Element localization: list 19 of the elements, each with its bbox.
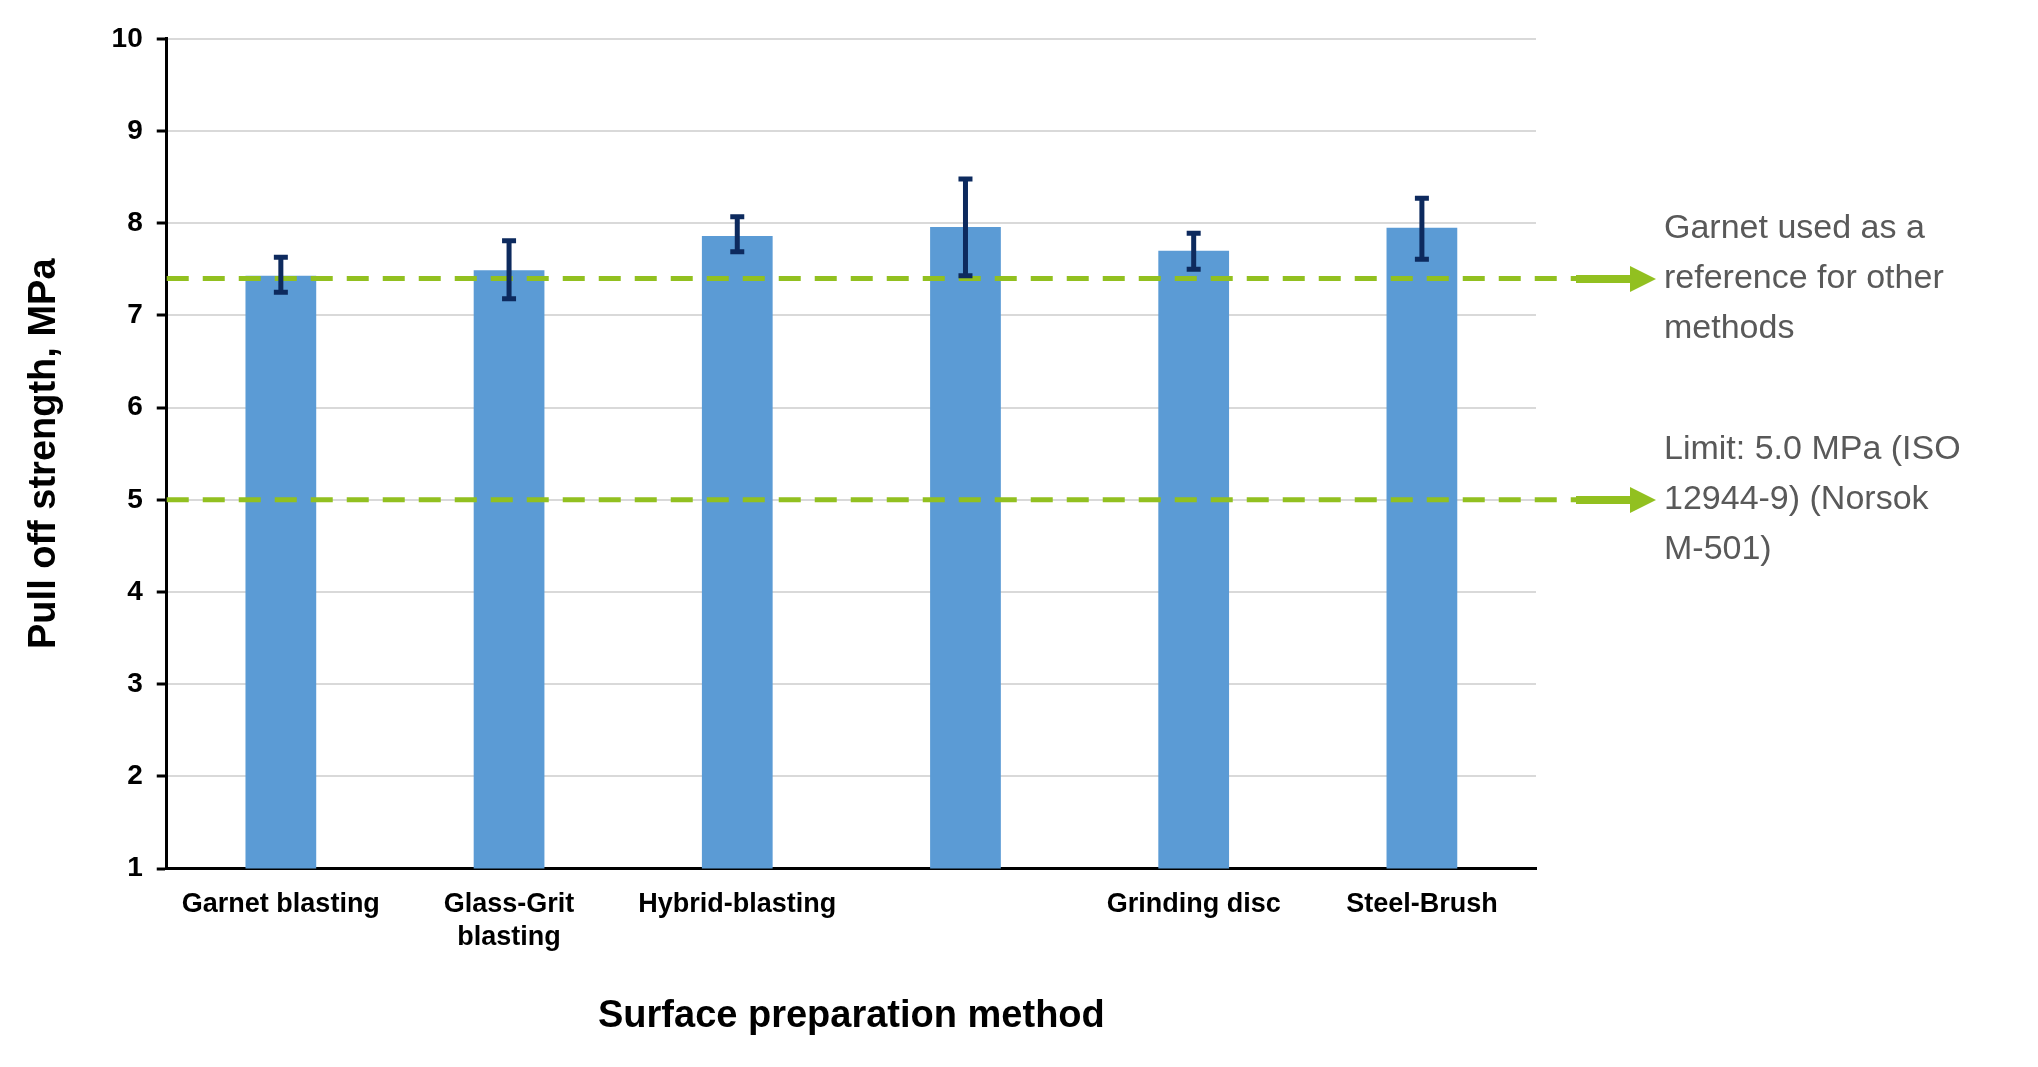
x-tick-label: Grinding disc [1106,888,1281,919]
y-tick-label: 4 [127,574,144,606]
y-tick-label: 8 [127,205,143,237]
y-tick-label: 10 [111,21,143,53]
ref-line-label: Limit: 5.0 MPa (ISO 12944-9) (Norsok M-501) [1664,428,1961,567]
x-tick-label: Garnet blasting [181,888,380,919]
ref-line-label: Garnet used as a reference for other methods [1664,206,1944,345]
y-tick-label: 9 [127,113,143,145]
x-axis-title: Surface preparation method [597,992,1105,1035]
y-tick-label: 3 [127,666,143,698]
x-tick-label: Glass-Grit blasting [443,888,575,951]
y-tick-label: 2 [127,759,143,791]
y-tick-label: 6 [127,390,143,422]
x-tick-label: Steel-Brush [1346,888,1498,919]
y-axis-title: Pull off strength, MPa [21,257,64,649]
x-tick-label: Hybrid-blasting [638,888,837,919]
y-tick-label: 7 [127,298,143,330]
y-tick-label: 5 [127,482,143,514]
y-tick-label: 1 [127,851,143,883]
